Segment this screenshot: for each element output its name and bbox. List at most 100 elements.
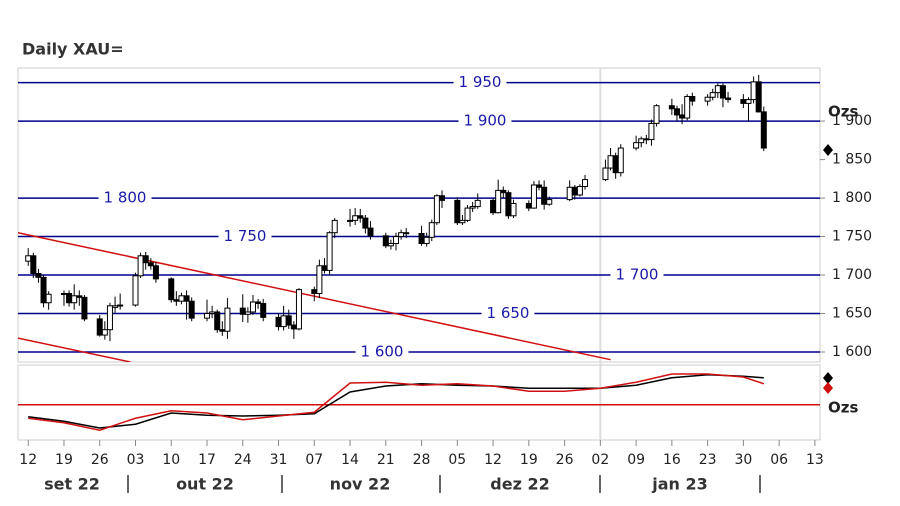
candle-body: [321, 265, 328, 271]
candle-body: [541, 186, 548, 205]
candle-body: [295, 289, 302, 330]
candle-body: [96, 318, 103, 336]
indicator-marker: [823, 372, 833, 384]
level-label-bg: [98, 188, 152, 207]
candle-body: [147, 262, 154, 267]
candle-body: [438, 195, 445, 201]
candle-body: [367, 227, 374, 237]
candle-body: [750, 81, 757, 101]
x-tick-label: 06: [770, 452, 788, 468]
y-tick-label: 1 800: [832, 190, 872, 206]
y-unit: Ozs: [828, 103, 858, 121]
candle-body: [510, 202, 517, 217]
candle-body: [398, 232, 405, 238]
x-tick-label: 16: [663, 452, 681, 468]
trendline: [18, 337, 131, 362]
candle-body: [505, 192, 512, 217]
candle-body: [30, 255, 37, 274]
candle-body: [725, 97, 732, 101]
candle-body: [668, 105, 675, 110]
month-label: jan 23: [651, 475, 708, 494]
candle-body: [745, 99, 752, 104]
x-tick-label: 19: [520, 452, 538, 468]
candle-body: [76, 295, 83, 298]
candle-body: [255, 301, 262, 305]
candle-body: [459, 219, 466, 224]
candle-body: [244, 311, 251, 315]
x-tick-label: 31: [270, 452, 288, 468]
candle-body: [60, 293, 67, 296]
candle-body: [393, 236, 400, 244]
candle-body: [316, 265, 323, 295]
candle-body: [112, 305, 119, 308]
candle-body: [168, 278, 175, 301]
candle-body: [357, 215, 364, 219]
level-label: 1 750: [224, 227, 267, 245]
candle-body: [571, 186, 578, 196]
candle-body: [285, 315, 292, 326]
x-tick-label: 26: [556, 452, 574, 468]
candle-body: [209, 311, 216, 315]
x-tick-label: 19: [55, 452, 73, 468]
level-label-bg: [458, 111, 512, 130]
candle-body: [66, 293, 73, 304]
month-label: set 22: [44, 475, 100, 494]
last-price-marker: [823, 144, 833, 156]
candle-body: [142, 255, 149, 264]
candle-body: [760, 111, 767, 149]
x-tick-label: 13: [806, 452, 824, 468]
x-tick-label: 02: [591, 452, 609, 468]
candle-body: [643, 138, 650, 141]
candle-body: [607, 155, 614, 169]
candle-body: [474, 199, 481, 208]
candle-body: [612, 155, 619, 174]
candle-body: [653, 105, 660, 124]
candle-body: [178, 295, 185, 302]
main-plot: [18, 74, 767, 362]
indicator-panel: [17, 364, 821, 441]
candle-body: [260, 303, 267, 318]
x-tick-label: 28: [413, 452, 431, 468]
candle-body: [709, 92, 716, 98]
chart-title: Daily XAU=: [22, 40, 124, 59]
indicator-marker: [823, 382, 833, 394]
candle-body: [290, 324, 297, 330]
candle-body: [239, 307, 246, 315]
candle-body: [536, 184, 543, 188]
candle-body: [546, 199, 553, 205]
candle-body: [183, 295, 190, 302]
y-tick-label: 1 900: [832, 113, 872, 129]
candle-body: [638, 138, 645, 144]
y-tick-label: 1 600: [832, 344, 872, 360]
candle-body: [428, 222, 435, 238]
candle-body: [633, 142, 640, 149]
candle-body: [40, 276, 47, 304]
candle-body: [454, 199, 461, 224]
level-label-bg: [610, 265, 664, 284]
x-tick-label: 30: [734, 452, 752, 468]
candle-body: [719, 85, 726, 99]
candle-body: [576, 186, 583, 196]
candle-body: [347, 219, 354, 222]
candle-body: [173, 299, 180, 302]
x-tick-label: 26: [91, 452, 109, 468]
month-label: dez 22: [490, 475, 549, 494]
x-tick-label: 14: [341, 452, 359, 468]
level-label-bg: [481, 304, 535, 323]
x-tick-label: 03: [127, 452, 145, 468]
candle-body: [648, 122, 655, 141]
x-tick-label: 07: [305, 452, 323, 468]
y-tick-label: 1 850: [832, 152, 872, 168]
candle-body: [566, 186, 573, 201]
level-label-bg: [355, 342, 409, 361]
candle-body: [689, 95, 696, 102]
level-label: 1 700: [616, 266, 659, 284]
candle-body: [275, 316, 282, 328]
candle-body: [280, 315, 287, 328]
candle-body: [423, 236, 430, 244]
candle-body: [81, 296, 88, 320]
candle-body: [35, 272, 42, 278]
candle-body: [679, 114, 686, 119]
month-label: nov 22: [330, 475, 391, 494]
